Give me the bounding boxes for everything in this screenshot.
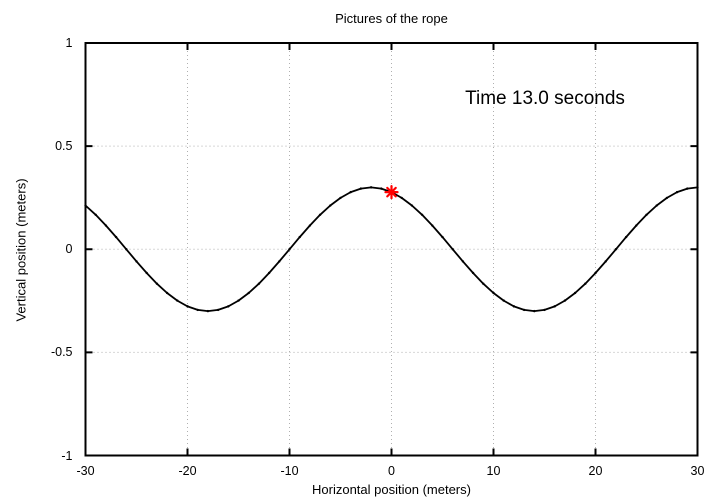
rope-point [594,271,597,275]
rope-point [359,187,363,190]
rope-point [84,204,87,207]
rope-point [461,260,465,263]
rope-point [451,248,454,251]
rope-point [604,260,607,263]
rope-point [675,190,679,194]
rope-point [257,282,261,285]
rope-point [288,248,291,251]
rope-point [645,213,648,217]
rope-point [329,204,332,207]
rope-point [665,196,669,200]
rope-point [114,235,118,239]
rope-point [420,213,424,217]
rope-point [206,309,210,313]
rope-point [512,305,516,308]
rope-point [492,291,495,295]
rope-point [349,190,352,194]
rope-point [318,213,322,217]
rope-point [186,305,189,308]
rope-point [369,186,373,189]
rope-point [216,308,220,312]
rope-point [165,291,169,295]
rope-point [380,187,383,190]
rope-point [135,260,138,263]
rope-point [431,224,434,227]
rope-point [125,248,128,251]
rope-point [502,299,505,302]
rope-point [237,299,240,302]
rope-point [196,308,199,312]
rope-point [441,235,444,239]
rope-point [522,308,526,312]
rope-point [227,305,230,308]
rope-point [471,271,475,275]
rope-point [533,309,536,313]
rope-point [155,282,159,285]
rope-point [563,299,567,302]
rope-point [635,224,638,227]
rope-point [339,196,342,200]
y-axis-label: Vertical position (meters) [13,178,29,322]
rope-point [247,291,250,295]
rope-point [482,282,485,285]
rope-point [573,291,577,295]
rope-point [298,235,301,239]
rope-point [410,204,414,207]
rope-point [543,308,546,312]
chart-title: Pictures of the rope [335,11,448,26]
rope-point [94,213,97,217]
rope-point [614,248,618,251]
rope-point [400,196,403,200]
rope-point [553,305,556,308]
marker-asterisk [386,186,397,198]
rope-point [655,204,658,207]
rope-point [308,224,312,227]
rope-point [104,224,108,227]
rope-point [624,235,628,239]
rope-point [145,271,148,275]
rope-point [584,282,587,285]
rope-point [176,299,179,302]
rope-point [267,271,271,275]
rope-point [278,260,281,263]
x-axis-label: Horizontal position (meters) [312,482,471,497]
rope-point [686,187,689,190]
time-annotation: Time 13.0 seconds [465,88,625,109]
rope-point [696,186,699,189]
